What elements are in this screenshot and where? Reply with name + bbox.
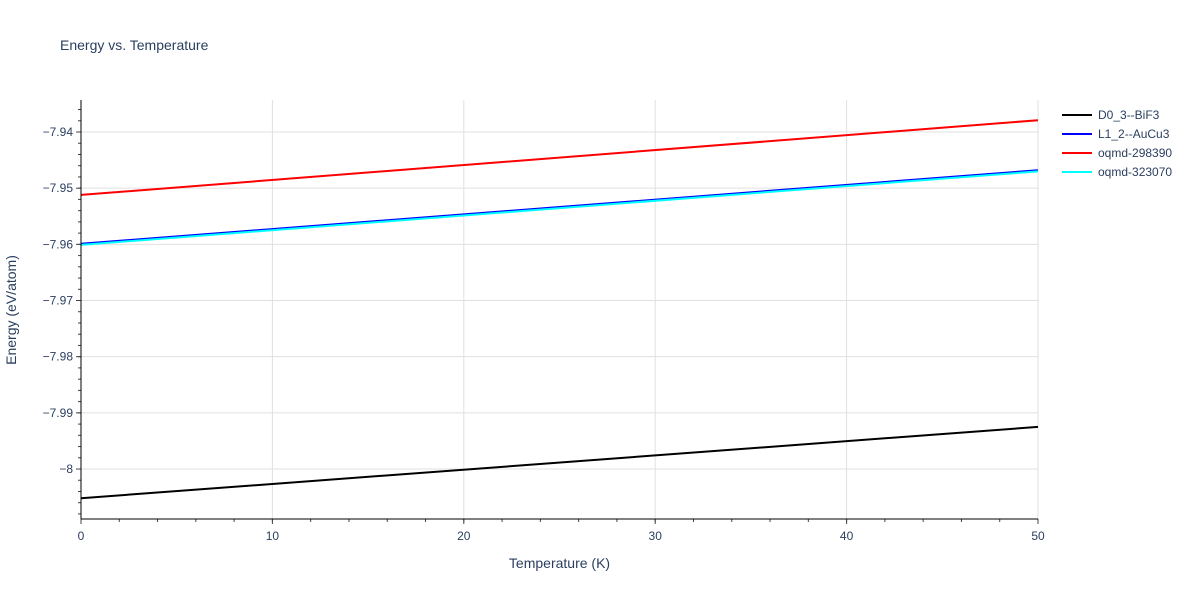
legend-label: oqmd-298390 [1098, 146, 1172, 160]
series-line-D0_3--BiF3 [80, 425, 1039, 500]
legend-label: D0_3--BiF3 [1098, 108, 1160, 122]
chart-title: Energy vs. Temperature [60, 37, 209, 53]
x-tick-label: 50 [1031, 529, 1045, 543]
x-tick-label: 0 [78, 529, 85, 543]
x-tick-label: 10 [266, 529, 280, 543]
legend-label: oqmd-323070 [1098, 165, 1172, 179]
y-tick-label: −7.99 [43, 406, 74, 420]
x-tick-label: 30 [649, 529, 663, 543]
y-tick-label: −7.94 [43, 125, 74, 139]
y-tick-label: −8 [59, 462, 73, 476]
series-line-oqmd-298390 [80, 119, 1039, 196]
x-axis-label: Temperature (K) [509, 555, 610, 571]
series-line-oqmd-323070 [80, 170, 1039, 246]
y-tick-label: −7.95 [43, 181, 74, 195]
y-tick-label: −7.98 [43, 350, 74, 364]
x-tick-label: 20 [457, 529, 471, 543]
x-tick-label: 40 [840, 529, 854, 543]
series-line-L1_2--AuCu3 [80, 169, 1039, 245]
y-tick-label: −7.97 [43, 294, 74, 308]
legend-label: L1_2--AuCu3 [1098, 127, 1170, 141]
y-axis-label: Energy (eV/atom) [3, 255, 19, 365]
y-tick-label: −7.96 [43, 237, 74, 251]
